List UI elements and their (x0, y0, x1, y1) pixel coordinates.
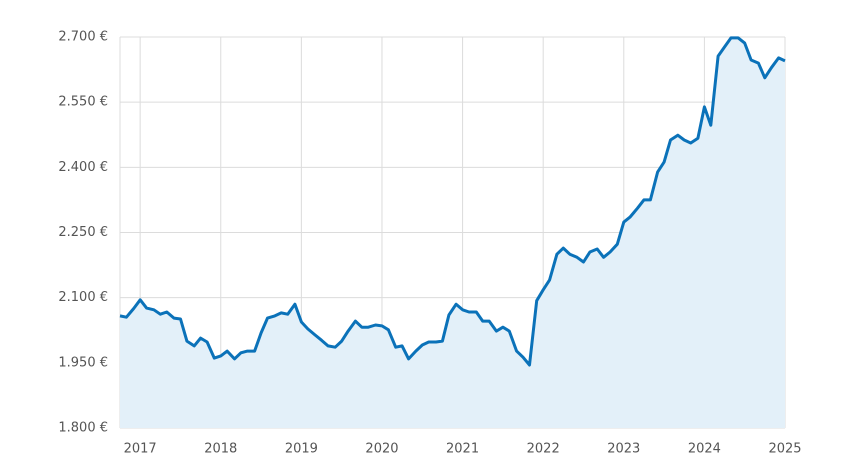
y-tick-label: 1.800 € (58, 421, 108, 436)
y-tick-label: 2.250 € (58, 225, 108, 240)
x-tick-label: 2025 (768, 442, 801, 457)
x-tick-label: 2019 (285, 442, 318, 457)
x-tick-label: 2017 (124, 442, 157, 457)
y-tick-label: 2.400 € (58, 160, 108, 175)
y-tick-label: 2.100 € (58, 290, 108, 305)
x-tick-label: 2018 (204, 442, 237, 457)
x-tick-label: 2024 (688, 442, 721, 457)
y-tick-label: 2.550 € (58, 95, 108, 110)
y-tick-label: 1.950 € (58, 355, 108, 370)
x-tick-label: 2020 (365, 442, 398, 457)
x-tick-label: 2022 (527, 442, 560, 457)
line (119, 36, 786, 367)
area-fill (120, 37, 785, 429)
x-tick-label: 2023 (607, 442, 640, 457)
x-tick-label: 2021 (446, 442, 479, 457)
y-tick-label: 2.700 € (58, 30, 108, 45)
